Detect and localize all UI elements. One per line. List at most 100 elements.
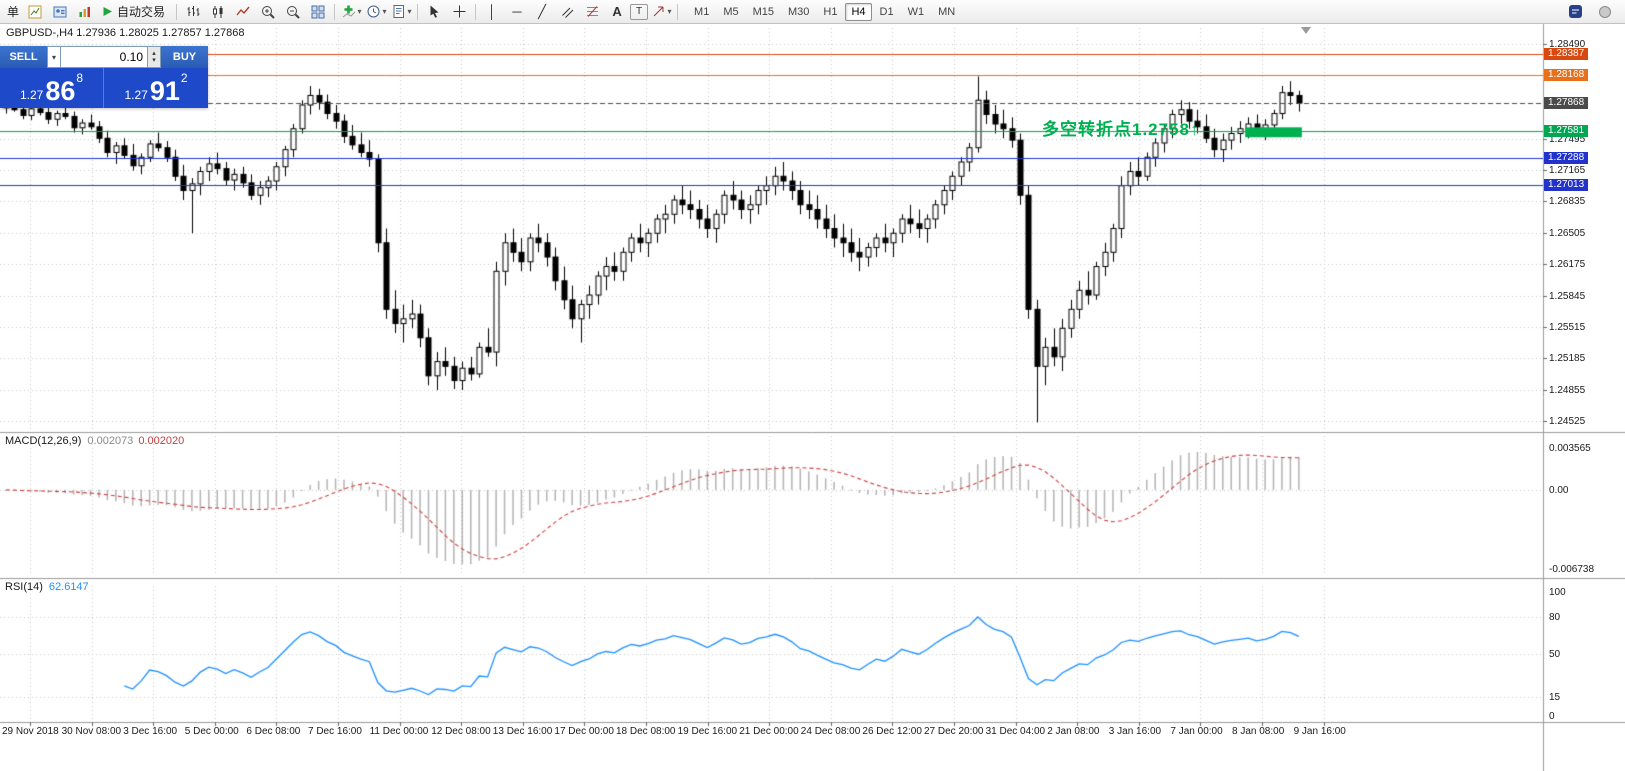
macd-main-value: 0.002073 <box>87 435 134 447</box>
sell-button[interactable]: SELL <box>0 46 47 68</box>
timeframe-m5[interactable]: M5 <box>723 5 739 18</box>
periods-button[interactable]: ▾ <box>364 2 388 22</box>
time-axis-label: 31 Dec 04:00 <box>985 726 1046 737</box>
community-icon[interactable] <box>1563 2 1587 22</box>
rsi-axis-label: 15 <box>1549 692 1561 704</box>
buy-price-prefix: 1.27 <box>124 88 148 102</box>
macd-signal-value: 0.002020 <box>138 435 185 447</box>
rsi-value: 62.6147 <box>48 581 89 593</box>
spinner-up-icon[interactable]: ▴ <box>152 50 156 57</box>
price-line-badge: 1.27581 <box>1544 124 1589 137</box>
time-axis-label: 2 Jan 08:00 <box>1047 726 1100 737</box>
spinner-down-icon[interactable]: ▾ <box>152 57 156 64</box>
macd-axis-label: 0.003565 <box>1549 443 1591 454</box>
timeframe-m15[interactable]: M15 <box>752 5 774 18</box>
time-axis-label: 24 Dec 08:00 <box>800 726 861 737</box>
time-axis-label: 8 Jan 08:00 <box>1232 726 1285 737</box>
timeframe-h1[interactable]: H1 <box>823 5 838 18</box>
indicators-button[interactable]: ▾ <box>339 2 363 22</box>
price-line-badge: 1.28387 <box>1544 47 1589 60</box>
macd-axis-label: 0.00 <box>1549 484 1569 496</box>
price-line-badge: 1.27288 <box>1544 152 1589 165</box>
zoom-out-icon[interactable] <box>281 2 305 22</box>
time-axis-label: 29 Nov 2018 <box>2 726 59 737</box>
time-axis-label: 13 Dec 16:00 <box>492 726 553 737</box>
rsi-label: RSI(14) <box>5 581 43 593</box>
sell-price-big: 86 <box>45 76 76 107</box>
buy-price-display[interactable]: 1.27 91 2 <box>104 68 208 108</box>
templates-button[interactable]: ▾ <box>389 2 413 22</box>
play-icon <box>103 7 113 16</box>
dropdown-icon: ▾ <box>357 7 362 16</box>
chart-annotation-text[interactable]: 多空转折点1.2758↑ <box>1042 120 1200 139</box>
one-click-trading-panel: SELL ▾ 0.10 ▴ ▾ BUY 1.27 86 8 1.27 91 2 <box>0 46 208 108</box>
rsi-axis-label: 80 <box>1549 611 1561 623</box>
toolbar-separator <box>176 3 178 20</box>
timeframe-w1[interactable]: W1 <box>907 5 925 18</box>
volume-spinner[interactable]: ▴ ▾ <box>148 46 161 68</box>
timeframe-mn[interactable]: MN <box>938 5 956 18</box>
time-axis-label: 7 Jan 00:00 <box>1170 726 1223 737</box>
volume-dropdown[interactable]: ▾ <box>47 46 61 68</box>
time-axis-label: 5 Dec 00:00 <box>184 726 239 737</box>
price-line-badge: 1.27868 <box>1544 97 1589 110</box>
vertical-line-tool[interactable]: │ <box>487 4 497 19</box>
timeframe-d1[interactable]: D1 <box>879 5 894 18</box>
autotrading-button[interactable]: 自动交易 <box>98 2 172 22</box>
channel-tool[interactable] <box>555 2 579 22</box>
tile-windows-icon[interactable] <box>306 2 330 22</box>
new-order-button[interactable]: 单 <box>7 5 20 19</box>
time-axis-label: 6 Dec 08:00 <box>246 726 301 737</box>
new-chart-icon[interactable] <box>23 2 47 22</box>
timeframe-group: M1 M5 M15 M30 H1 H4 D1 W1 MN <box>688 2 961 21</box>
cursor-icon[interactable] <box>422 2 446 22</box>
crosshair-icon[interactable] <box>447 2 471 22</box>
time-axis-label: 17 Dec 00:00 <box>554 726 614 737</box>
time-axis-label: 26 Dec 12:00 <box>862 726 922 737</box>
line-chart-icon[interactable] <box>231 2 255 22</box>
sell-price-prefix: 1.27 <box>19 88 44 102</box>
price-axis-label: 1.28490 <box>1549 39 1586 51</box>
price-line-badge: 1.28168 <box>1544 68 1589 81</box>
price-axis-label: 1.24855 <box>1549 384 1586 396</box>
dropdown-icon: ▾ <box>667 7 672 16</box>
buy-price-big: 91 <box>149 76 180 107</box>
search-icon[interactable] <box>1593 2 1617 22</box>
text-label-tool[interactable]: T <box>630 3 649 20</box>
price-axis-label: 1.26505 <box>1549 227 1586 239</box>
toolbar-separator <box>475 3 477 20</box>
horizontal-line-tool[interactable]: ─ <box>512 4 522 19</box>
candlestick-chart-icon[interactable] <box>206 2 230 22</box>
arrows-tool[interactable]: ▾ <box>649 2 673 22</box>
toolbar-separator <box>417 3 419 20</box>
bar-chart-icon[interactable] <box>181 2 205 22</box>
toolbar: 单 自动交易 ▾ ▾ ▾ <box>0 0 1625 24</box>
time-axis-label: 30 Nov 08:00 <box>61 726 122 737</box>
fibonacci-tool[interactable] <box>580 2 604 22</box>
zoom-in-icon[interactable] <box>256 2 280 22</box>
time-axis-label: 27 Dec 20:00 <box>924 726 984 737</box>
timeframe-m1[interactable]: M1 <box>694 5 710 18</box>
toolbar-separator <box>677 3 679 20</box>
buy-button[interactable]: BUY <box>161 46 208 68</box>
macd-indicator-header: MACD(12,26,9) 0.002073 0.002020 <box>5 435 184 447</box>
dropdown-icon: ▾ <box>382 7 387 16</box>
price-axis-label: 1.25185 <box>1549 353 1586 365</box>
market-watch-icon[interactable] <box>73 2 97 22</box>
chart-shift-marker[interactable] <box>1301 27 1311 34</box>
time-axis-label: 12 Dec 08:00 <box>431 726 491 737</box>
rsi-axis-label: 100 <box>1549 587 1566 598</box>
profiles-icon[interactable] <box>48 2 72 22</box>
price-axis-label: 1.25845 <box>1549 290 1586 302</box>
timeframe-m30[interactable]: M30 <box>788 5 810 18</box>
macd-axis-label: -0.006738 <box>1549 564 1595 575</box>
toolbar-separator <box>334 3 336 20</box>
price-axis-label: 1.27495 <box>1549 133 1586 145</box>
sell-price-display[interactable]: 1.27 86 8 <box>0 68 104 108</box>
time-axis-label: 19 Dec 16:00 <box>677 726 738 737</box>
trendline-tool[interactable]: ╱ <box>538 4 546 19</box>
text-tool[interactable]: A <box>612 4 622 19</box>
volume-input[interactable]: 0.10 <box>61 46 148 68</box>
timeframe-h4[interactable]: H4 <box>845 2 872 21</box>
